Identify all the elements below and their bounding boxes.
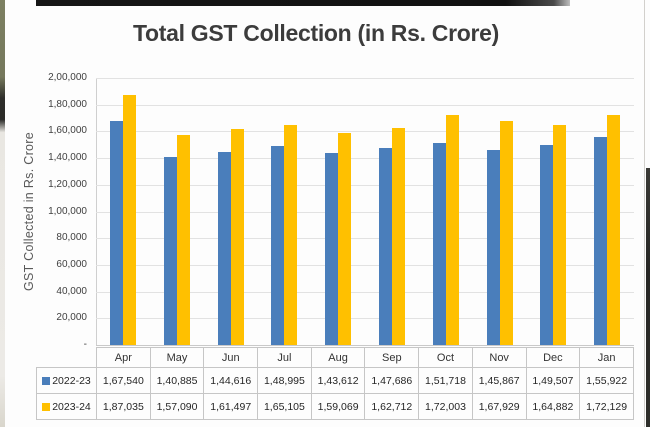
bar-2022-23-Apr [109, 121, 123, 345]
bar-2023-24-Nov [499, 120, 513, 345]
month-header-cell: Aug [310, 347, 366, 368]
value-cell: 1,72,129 [579, 393, 634, 420]
value-cell: 1,48,995 [257, 367, 312, 394]
value-cell: 1,64,882 [525, 393, 581, 420]
bar-2023-24-Sep [391, 127, 405, 345]
month-header-cell: Jul [257, 347, 312, 368]
month-header-cell: Jan [579, 347, 634, 368]
y-tick-label: 1,80,000 [48, 98, 87, 110]
bar-2022-23-Nov [486, 150, 500, 345]
y-tick-label: 1,40,000 [48, 152, 87, 164]
legend-cell-2023-24: 2023-24 [36, 393, 97, 420]
gridline [96, 291, 634, 293]
value-cell: 1,51,718 [418, 367, 473, 394]
table-corner-cell [37, 348, 97, 368]
gridline [96, 104, 634, 106]
month-header-cell: Jun [203, 347, 259, 368]
legend-swatch-icon [42, 376, 51, 385]
y-tick-label: - [83, 339, 87, 350]
month-header-cell: Oct [418, 347, 473, 368]
value-cell: 1,62,712 [364, 393, 420, 420]
value-cell: 1,57,090 [149, 393, 205, 420]
y-tick-label: 80,000 [56, 232, 87, 244]
month-header-cell: Apr [96, 347, 151, 368]
y-tick-label: 2,00,000 [48, 72, 87, 83]
y-tick-label: 1,60,000 [48, 125, 87, 137]
bar-2023-24-Jan [607, 115, 621, 345]
y-tick-label: 20,000 [56, 312, 87, 324]
legend-swatch-icon [42, 402, 51, 411]
x-axis-line [96, 345, 634, 346]
chart-title: Total GST Collection (in Rs. Crore) [132, 20, 500, 46]
bar-2022-23-Aug [325, 153, 339, 345]
value-cell: 1,47,686 [364, 367, 420, 394]
y-tick-label: 1,20,000 [48, 178, 87, 190]
month-header-cell: May [149, 347, 205, 368]
table-row: 2023-24 1,87,035 1,57,090 1,61,497 1,65,105 1… [36, 393, 634, 420]
bar-2023-24-Oct [445, 115, 459, 345]
bar-2022-23-May [163, 156, 177, 345]
bar-2023-24-Jul [284, 124, 298, 345]
gridline [96, 264, 634, 266]
bar-2023-24-Jun [230, 129, 244, 345]
bar-2023-24-Dec [553, 124, 567, 345]
gridline [96, 184, 634, 186]
month-header-cell: Nov [471, 347, 527, 368]
y-tick-label: 60,000 [56, 258, 87, 270]
value-cell: 1,67,929 [471, 393, 527, 420]
value-cell: 1,45,867 [471, 367, 527, 394]
gridline [96, 78, 634, 79]
plot-area [96, 78, 634, 346]
value-cell: 1,43,612 [310, 367, 366, 394]
bar-2023-24-Apr [122, 95, 136, 345]
value-cell: 1,61,497 [203, 393, 259, 420]
table-row: 2022-23 1,67,540 1,40,885 1,44,616 1,48,995 1… [36, 367, 634, 394]
value-cell: 1,40,885 [149, 367, 205, 394]
month-header-cell: Dec [525, 347, 581, 368]
frame-right-edge [646, 168, 650, 427]
bar-2022-23-Jun [217, 151, 231, 345]
bar-2023-24-Aug [338, 132, 352, 345]
value-cell: 1,49,507 [525, 367, 581, 394]
frame-left-edge [0, 0, 5, 427]
bar-2022-23-Dec [540, 145, 554, 345]
value-cell: 1,72,003 [418, 393, 473, 420]
gridline [96, 211, 634, 213]
bar-2023-24-May [176, 135, 190, 345]
chart-data-table: Apr May Jun Jul Aug Sep Oct Nov Dec Jan 2022-23 1,6… [36, 347, 634, 420]
gridline [96, 238, 634, 240]
value-cell: 1,59,069 [310, 393, 366, 420]
value-cell: 1,44,616 [203, 367, 259, 394]
gridline [96, 131, 634, 133]
slide-right-border [644, 0, 645, 427]
month-header-cell: Sep [364, 347, 420, 368]
bar-2022-23-Jan [594, 136, 608, 345]
y-tick-label: 1,00,000 [48, 205, 87, 217]
y-tick-label: 40,000 [56, 285, 87, 297]
bar-2022-23-Jul [271, 146, 285, 345]
value-cell: 1,65,105 [257, 393, 312, 420]
frame-top-bar [36, 0, 570, 6]
value-cell: 1,67,540 [96, 367, 151, 394]
legend-cell-2022-23: 2022-23 [36, 367, 97, 394]
bar-2022-23-Oct [432, 142, 446, 345]
value-cell: 1,55,922 [579, 367, 634, 394]
gridline [96, 318, 634, 320]
value-cell: 1,87,035 [96, 393, 151, 420]
bar-2022-23-Sep [378, 147, 392, 345]
gridline [96, 158, 634, 160]
